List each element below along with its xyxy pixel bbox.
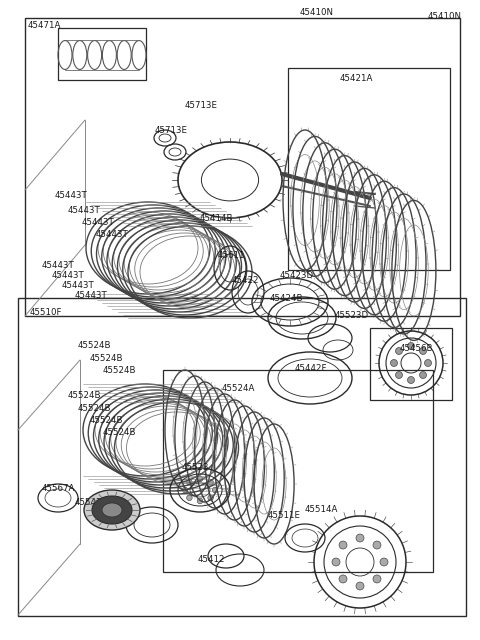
Text: 45443T: 45443T — [55, 191, 88, 200]
Ellipse shape — [102, 503, 122, 517]
Circle shape — [182, 487, 188, 493]
Circle shape — [396, 348, 402, 355]
Bar — [370, 328, 452, 400]
Text: 45567A: 45567A — [42, 483, 75, 493]
Text: 45442F: 45442F — [295, 364, 327, 372]
Text: 45524B: 45524B — [103, 365, 136, 374]
Text: 45524B: 45524B — [103, 428, 136, 436]
Text: 45424B: 45424B — [270, 294, 303, 303]
Text: 45511E: 45511E — [268, 511, 301, 520]
Text: 45542D: 45542D — [75, 497, 109, 506]
Text: 45456B: 45456B — [400, 344, 433, 353]
Circle shape — [391, 360, 397, 367]
Text: 45443T: 45443T — [82, 218, 115, 227]
Text: 45423D: 45423D — [280, 271, 314, 280]
Circle shape — [339, 541, 347, 549]
Text: 45524B: 45524B — [90, 353, 123, 362]
Text: 45713E: 45713E — [185, 100, 218, 109]
Circle shape — [424, 360, 432, 367]
Text: 45524B: 45524B — [90, 415, 123, 424]
Text: 45443T: 45443T — [62, 280, 95, 289]
Circle shape — [408, 376, 415, 383]
Circle shape — [212, 487, 218, 493]
Text: 45421A: 45421A — [340, 74, 373, 83]
Circle shape — [420, 372, 427, 378]
Circle shape — [187, 479, 192, 485]
Text: 45443T: 45443T — [75, 291, 108, 300]
Circle shape — [197, 476, 203, 482]
Circle shape — [396, 372, 402, 378]
Bar — [288, 68, 450, 270]
Bar — [25, 18, 460, 316]
Ellipse shape — [92, 496, 132, 524]
Circle shape — [373, 575, 381, 583]
Circle shape — [356, 534, 364, 542]
Text: 45713E: 45713E — [155, 125, 188, 134]
Text: 45471A: 45471A — [28, 20, 61, 29]
Circle shape — [208, 495, 214, 500]
Text: 45524B: 45524B — [68, 390, 101, 399]
Circle shape — [380, 558, 388, 566]
Text: 45410N: 45410N — [428, 12, 462, 21]
Text: 45422: 45422 — [232, 275, 260, 285]
Text: 45524A: 45524A — [222, 383, 255, 392]
Text: 45523D: 45523D — [335, 310, 369, 319]
Circle shape — [332, 558, 340, 566]
Text: 45443T: 45443T — [52, 271, 85, 280]
Ellipse shape — [84, 490, 140, 530]
Text: 45443T: 45443T — [42, 260, 75, 269]
Text: 45410N: 45410N — [300, 8, 334, 17]
Text: 45514A: 45514A — [305, 506, 338, 515]
Text: 45443T: 45443T — [96, 230, 129, 239]
Circle shape — [197, 498, 203, 504]
Circle shape — [356, 582, 364, 590]
Text: 45524C: 45524C — [96, 511, 130, 520]
Text: 45524B: 45524B — [78, 340, 111, 349]
Text: 45443T: 45443T — [68, 205, 101, 214]
Text: 45611: 45611 — [218, 250, 245, 259]
Text: 45414B: 45414B — [200, 214, 233, 223]
Circle shape — [208, 479, 214, 485]
Text: 45510F: 45510F — [30, 307, 62, 317]
Circle shape — [420, 348, 427, 355]
Bar — [58, 28, 146, 80]
Circle shape — [187, 495, 192, 500]
Circle shape — [373, 541, 381, 549]
Text: 45523: 45523 — [182, 463, 209, 472]
Bar — [18, 298, 466, 616]
Circle shape — [408, 342, 415, 349]
Circle shape — [339, 575, 347, 583]
Text: 45524B: 45524B — [78, 403, 111, 413]
Bar — [163, 370, 433, 572]
Text: 45412: 45412 — [198, 556, 226, 564]
